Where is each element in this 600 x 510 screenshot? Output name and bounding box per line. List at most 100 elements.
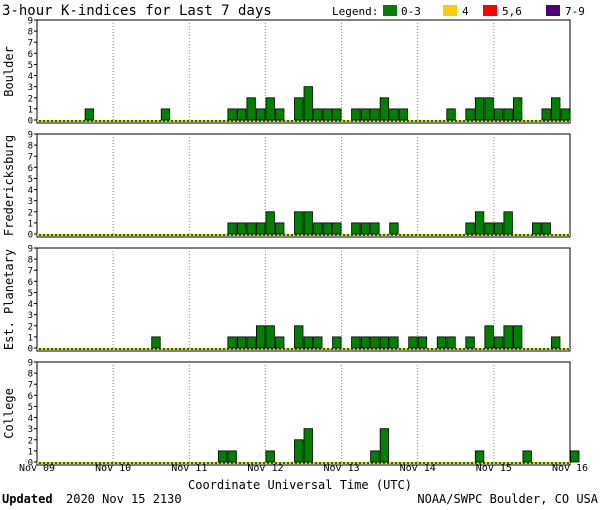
panel-frame (36, 361, 571, 466)
legend: 0-3 4 5,6 7-9 (383, 5, 585, 18)
k-index-bar (227, 336, 237, 349)
k-index-bar (551, 97, 561, 121)
k-index-bar (265, 450, 275, 463)
x-tick-label: Nov 11 (171, 463, 207, 474)
k-index-bar (265, 325, 275, 349)
k-index-bar (303, 336, 313, 349)
legend-item-4: 4 (462, 5, 469, 18)
x-axis-label: Coordinate Universal Time (UTC) (188, 478, 412, 492)
y-tick-label: 4 (28, 300, 33, 310)
k-index-bar (493, 108, 504, 121)
k-index-bar (227, 450, 237, 463)
y-tick-label: 3 (28, 197, 33, 207)
y-tick-label: 8 (28, 142, 33, 152)
k-index-bar (512, 325, 523, 349)
k-index-bar (370, 450, 380, 463)
k-index-bar (370, 222, 380, 235)
y-tick-label: 6 (28, 164, 33, 174)
y-tick-label: 4 (28, 414, 33, 424)
k-index-bar (217, 450, 228, 463)
panel-frame (36, 133, 571, 238)
k-index-bar (436, 336, 447, 349)
k-index-bar (275, 336, 285, 349)
y-tick-label: 2 (28, 322, 33, 332)
legend-label: Legend: (332, 5, 378, 18)
legend-swatch-green (383, 5, 397, 16)
y-tick-label: 2 (28, 436, 33, 446)
panel-frame (36, 247, 571, 352)
y-tick-label: 9 (28, 245, 33, 255)
k-index-bar (446, 336, 456, 349)
y-tick-label: 6 (28, 278, 33, 288)
k-index-bar (303, 211, 313, 235)
y-tick-label: 2 (28, 208, 33, 218)
k-index-bar (503, 211, 513, 235)
y-tick-label: 5 (28, 175, 33, 185)
k-index-bar (275, 108, 285, 121)
k-index-bar (351, 108, 361, 121)
k-index-bar (465, 222, 475, 235)
k-index-bar (256, 325, 266, 349)
y-tick-label: 5 (28, 403, 33, 413)
y-tick-label: 0 (28, 345, 33, 355)
k-index-bar (389, 336, 399, 349)
panel-frame (36, 19, 571, 124)
y-tick-label: 1 (28, 105, 33, 115)
k-index-bar (160, 108, 171, 121)
k-index-bar (332, 108, 342, 121)
k-index-bar (236, 222, 247, 235)
chart-title: 3-hour K-indices for Last 7 days (2, 3, 272, 19)
k-index-bar (493, 336, 504, 349)
y-tick-label: 9 (28, 359, 33, 369)
k-index-bar (484, 97, 494, 121)
legend-item-5-6: 5,6 (502, 5, 522, 18)
k-index-bar (303, 86, 313, 121)
panel-station-label: Fredericksburg (2, 135, 16, 236)
k-index-bar (484, 325, 494, 349)
y-tick-label: 7 (28, 381, 33, 391)
k-index-bar (294, 211, 304, 235)
k-index-bar (398, 108, 409, 121)
k-index-bar (446, 108, 456, 121)
y-tick-label: 7 (28, 39, 33, 49)
k-index-bar (236, 336, 247, 349)
k-index-bar (379, 97, 390, 121)
k-index-bar (474, 450, 485, 463)
k-index-bar (360, 336, 371, 349)
k-index-bar (151, 336, 161, 349)
k-index-bar (351, 336, 361, 349)
k-index-bar (351, 222, 361, 235)
k-index-bar (256, 108, 266, 121)
x-axis-ticks: Nov 09 Nov 10 Nov 11 Nov 12 Nov 13 Nov 14 Nov … (19, 463, 588, 474)
y-tick-label: 8 (28, 256, 33, 266)
k-index-bar (303, 428, 313, 463)
k-index-bar (227, 222, 237, 235)
k-index-bar (379, 428, 390, 463)
k-index-bar (332, 336, 342, 349)
legend-item-7-9: 7-9 (565, 5, 585, 18)
k-index-bar (493, 222, 504, 235)
y-tick-label: 6 (28, 50, 33, 60)
k-index-bar (484, 222, 494, 235)
y-tick-label: 9 (28, 131, 33, 141)
k-index-bar (227, 108, 237, 121)
k-index-bar (474, 211, 485, 235)
k-index-bar (522, 450, 532, 463)
y-tick-label: 5 (28, 289, 33, 299)
legend-item-0-3: 0-3 (401, 5, 421, 18)
y-tick-label: 0 (28, 231, 33, 241)
k-index-bar (560, 108, 570, 121)
y-tick-label: 3 (28, 311, 33, 321)
k-index-bar (313, 108, 323, 121)
k-index-bar (503, 325, 513, 349)
y-tick-label: 0 (28, 459, 33, 469)
k-index-bar (408, 336, 418, 349)
y-tick-label: 1 (28, 333, 33, 343)
y-tick-label: 1 (28, 447, 33, 457)
y-tick-label: 4 (28, 186, 33, 196)
k-index-bar (275, 222, 285, 235)
